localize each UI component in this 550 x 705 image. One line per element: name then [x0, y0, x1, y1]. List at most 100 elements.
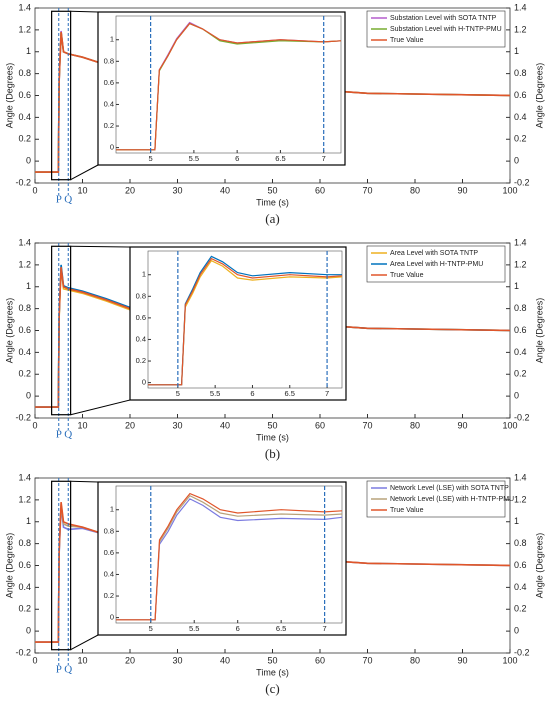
- inset-x-tick-label: 6.5: [275, 154, 285, 163]
- inset-y-tick-label: 0: [110, 143, 114, 152]
- x-tick-label: 20: [125, 420, 135, 430]
- legend-label: True Value: [390, 507, 424, 514]
- x-tick-label: 40: [220, 420, 230, 430]
- zoom-box: [51, 245, 72, 416]
- connector: [70, 10, 99, 13]
- legend-label: Area Level with H-TNTP-PMU: [390, 261, 483, 268]
- connector: [70, 399, 131, 416]
- inset-y-tick-label: 0.6: [136, 313, 146, 322]
- y-tick-label: 0.6: [18, 325, 31, 335]
- y2-tick-label: 1.4: [514, 472, 527, 482]
- inset-x-tick-label: 6: [250, 389, 254, 398]
- y2-tick-label: -0.2: [514, 647, 530, 657]
- inset-x-tick-label: 6: [235, 154, 239, 163]
- x-tick-label: 10: [77, 185, 87, 195]
- inset-line: [148, 257, 343, 386]
- y-tick-label: -0.2: [15, 412, 31, 422]
- y2-tick-label: 0.2: [514, 604, 527, 614]
- marker-label: Q: [64, 664, 72, 676]
- y-tick-label: 0: [26, 626, 31, 636]
- y-tick-label: 0.4: [18, 347, 31, 357]
- inset-y-tick-label: 0.4: [136, 334, 146, 343]
- x-axis-label: Time (s): [256, 667, 289, 677]
- y2-tick-label: -0.2: [514, 177, 530, 187]
- inset-y-tick-label: 0.4: [104, 99, 114, 108]
- x-tick-label: 10: [77, 655, 87, 665]
- y-tick-label: 1.4: [18, 2, 31, 12]
- marker-label: Q: [64, 194, 72, 206]
- x-tick-label: 100: [502, 420, 517, 430]
- marker-label: Q: [64, 429, 72, 441]
- x-tick-label: 80: [410, 185, 420, 195]
- x-tick-label: 0: [32, 420, 37, 430]
- x-tick-label: 60: [315, 185, 325, 195]
- y2-tick-label: 0: [514, 626, 519, 636]
- x-tick-label: 0: [32, 655, 37, 665]
- inset-x-tick-label: 5.5: [189, 624, 199, 633]
- x-tick-label: 30: [172, 655, 182, 665]
- y-tick-label: 0.6: [18, 90, 31, 100]
- x-tick-label: 90: [457, 655, 467, 665]
- inset-x-tick-label: 5: [149, 154, 153, 163]
- y-tick-label: 0.8: [18, 538, 31, 548]
- y2-tick-label: 0.6: [514, 90, 527, 100]
- x-axis-label: Time (s): [256, 432, 289, 442]
- x-tick-label: 90: [457, 185, 467, 195]
- x-tick-label: 50: [267, 420, 277, 430]
- inset-x-tick-label: 5.5: [210, 389, 220, 398]
- x-tick-label: 50: [267, 655, 277, 665]
- y-axis-label: Angle (Degrees): [4, 63, 14, 129]
- y2-tick-label: 1: [514, 281, 519, 291]
- y2-tick-label: 0.2: [514, 134, 527, 144]
- x-tick-label: 20: [125, 655, 135, 665]
- x-tick-label: 60: [315, 420, 325, 430]
- y-tick-label: 1: [26, 46, 31, 56]
- y2-tick-label: 0.6: [514, 325, 527, 335]
- y-tick-label: 0.4: [18, 582, 31, 592]
- inset-line: [116, 492, 343, 621]
- y-tick-label: 0.4: [18, 112, 31, 122]
- y-axis-label: Angle (Degrees): [4, 533, 14, 599]
- inset-y-tick-label: 1: [110, 505, 114, 514]
- zoom-box: [51, 480, 72, 651]
- y2-tick-label: 0: [514, 391, 519, 401]
- y2-tick-label: 1: [514, 46, 519, 56]
- connector: [70, 245, 131, 248]
- y2-tick-label: 1.4: [514, 2, 527, 12]
- inset-y-tick-label: 0: [110, 613, 114, 622]
- x-tick-label: 100: [502, 655, 517, 665]
- y-tick-label: 0: [26, 391, 31, 401]
- x-tick-label: 90: [457, 420, 467, 430]
- y2-tick-label: 0: [514, 156, 519, 166]
- inset-plot: [115, 485, 343, 624]
- y2-tick-label: -0.2: [514, 412, 530, 422]
- inset-x-tick-label: 6: [236, 624, 240, 633]
- connector: [70, 634, 99, 651]
- inset-y-tick-label: 0.2: [104, 121, 114, 130]
- x-tick-label: 0: [32, 185, 37, 195]
- y-tick-label: 0.8: [18, 68, 31, 78]
- y2-axis-label: Angle (Degrees): [534, 63, 544, 129]
- x-tick-label: 10: [77, 420, 87, 430]
- y2-tick-label: 0.6: [514, 560, 527, 570]
- x-tick-label: 20: [125, 185, 135, 195]
- x-tick-label: 70: [362, 655, 372, 665]
- y-tick-label: 1: [26, 516, 31, 526]
- y2-tick-label: 0.4: [514, 347, 527, 357]
- x-tick-label: 40: [220, 185, 230, 195]
- inset-y-tick-label: 0.6: [104, 78, 114, 87]
- y-tick-label: 1.2: [18, 259, 31, 269]
- marker-label: P: [56, 429, 62, 441]
- inset-y-tick-label: 0: [142, 378, 146, 387]
- y-tick-label: 1.4: [18, 237, 31, 247]
- legend-label: True Value: [390, 37, 424, 44]
- legend-box: [366, 480, 506, 518]
- x-tick-label: 30: [172, 185, 182, 195]
- y-tick-label: 0.6: [18, 560, 31, 570]
- inset-line: [116, 22, 342, 151]
- inset-y-tick-label: 0.2: [136, 356, 146, 365]
- y2-tick-label: 1.2: [514, 259, 527, 269]
- y-axis-label: Angle (Degrees): [4, 298, 14, 364]
- y-tick-label: 1.4: [18, 472, 31, 482]
- inset-x-tick-label: 7: [323, 624, 327, 633]
